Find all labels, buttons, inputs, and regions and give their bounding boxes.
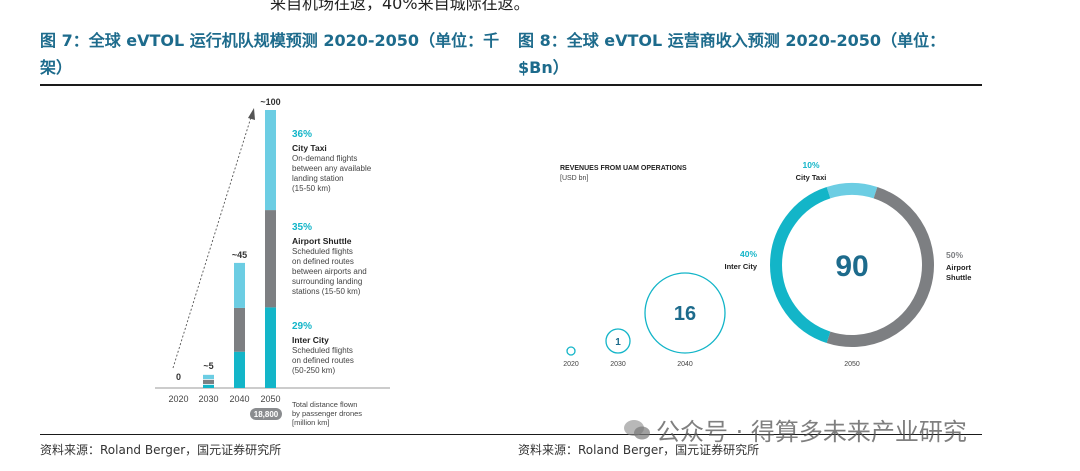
tick-label-2030: 2030 (198, 394, 218, 404)
segment-pct-0: 36% (292, 129, 312, 140)
breakdown-name-city-taxi: City Taxi (796, 173, 827, 182)
growth-arrow-line (172, 113, 253, 369)
segment-desc-0-0: On-demand flights (292, 154, 357, 163)
segment-desc-2-0: Scheduled flights (292, 346, 353, 355)
segment-name-1: Airport Shuttle (292, 236, 352, 246)
total-label-2020: 0 (176, 372, 181, 382)
segment-name-2: Inter City (292, 335, 329, 345)
bubble-value-2030: 1 (615, 337, 621, 348)
distance-label-0: Total distance flown (292, 400, 357, 409)
revenue-chart-title: REVENUES FROM UAM OPERATIONS (560, 165, 687, 172)
tick-label-2040: 2040 (229, 394, 249, 404)
bubble-2040 (644, 272, 726, 354)
title-divider (40, 84, 982, 86)
total-label-2040: ~45 (232, 250, 247, 260)
distance-label-2: [million km] (292, 418, 330, 427)
bubble-value-2040: 16 (674, 303, 696, 325)
breakdown-pct-airport-shuttle: 50% (946, 250, 963, 260)
watermark: 公众号 · 得算多未来产业研究 (656, 418, 967, 446)
segment-desc-1-2: between airports and (292, 267, 367, 276)
distance-label-1: by passenger drones (292, 409, 362, 418)
revenue-bubble-chart: REVENUES FROM UAM OPERATIONS [USD bn] 2020… (560, 160, 972, 368)
segment-desc-2-1: on defined routes (292, 356, 354, 365)
breakdown-name-airport-shuttle-2: Shuttle (946, 273, 971, 282)
bar-segment-airport-shuttle-2030 (203, 379, 214, 384)
revenue-chart-unit: [USD bn] (560, 175, 588, 182)
year-label-2020: 2020 (563, 361, 579, 368)
year-label-2030: 2030 (610, 361, 626, 368)
segment-pct-2: 29% (292, 321, 312, 332)
bar-segment-airport-shuttle-2050 (265, 210, 276, 308)
distance-badge (250, 408, 282, 420)
year-label-2050: 2050 (844, 361, 860, 368)
bubble-2020 (566, 346, 576, 356)
segment-name-0: City Taxi (292, 143, 327, 153)
bar-segment-inter-city-2030 (203, 383, 214, 388)
tick-label-2050: 2050 (260, 394, 280, 404)
bar-segment-city-taxi-2030 (203, 374, 214, 380)
bubble-value-2050: 90 (835, 250, 868, 283)
segment-desc-1-0: Scheduled flights (292, 247, 353, 256)
segment-desc-1-3: surrounding landing (292, 277, 362, 286)
segment-desc-0-3: (15-50 km) (292, 184, 331, 193)
segment-pct-1: 35% (292, 222, 312, 233)
breakdown-pct-city-taxi: 10% (802, 160, 819, 170)
figure-8-source: 资料来源：Roland Berger，国元证券研究所 (518, 443, 760, 457)
figure-7-source: 资料来源：Roland Berger，国元证券研究所 (40, 443, 282, 457)
wechat-icon (624, 420, 650, 440)
total-label-2050: ~100 (260, 97, 280, 107)
year-label-2040: 2040 (677, 361, 693, 368)
tick-label-2020: 2020 (168, 394, 188, 404)
bar-segment-city-taxi-2040 (234, 262, 245, 308)
segment-desc-0-1: between any available (292, 164, 372, 173)
figure-8-title: 图 8：全球 eVTOL 运营商收入预测 2020-2050（单位：$Bn） (518, 31, 946, 77)
fleet-size-chart: 2020 0 2030 ~5 2040 ~45 2050 ~100 36% City TaxiOn… (155, 97, 390, 427)
bar-segment-inter-city-2040 (234, 351, 245, 388)
figure-7-title: 图 7：全球 eVTOL 运行机队规模预测 2020-2050（单位：千架） (40, 31, 500, 77)
total-label-2030: ~5 (203, 361, 213, 371)
breakdown-pct-inter-city: 40% (740, 249, 757, 259)
segment-desc-1-4: stations (15-50 km) (292, 287, 361, 296)
segment-desc-1-1: on defined routes (292, 257, 354, 266)
distance-value: 18,800 (254, 410, 279, 419)
bubble-2030 (605, 328, 631, 354)
segment-desc-0-2: landing station (292, 174, 344, 183)
donut-segment-airport-shuttle (826, 187, 934, 347)
bar-segment-inter-city-2050 (265, 307, 276, 388)
bar-segment-city-taxi-2050 (265, 110, 276, 211)
donut-segment-city-taxi (826, 183, 878, 199)
source-divider (40, 434, 982, 435)
growth-arrow-head (248, 108, 255, 120)
bar-segment-airport-shuttle-2040 (234, 307, 245, 352)
breakdown-name-inter-city: Inter City (724, 262, 757, 271)
preceding-text: 来自机场往返，40%来自城际往返。 (270, 0, 530, 13)
breakdown-name-airport-shuttle-1: Airport (946, 263, 972, 272)
donut-segment-inter-city (770, 187, 831, 343)
segment-desc-2-2: (50-250 km) (292, 366, 335, 375)
